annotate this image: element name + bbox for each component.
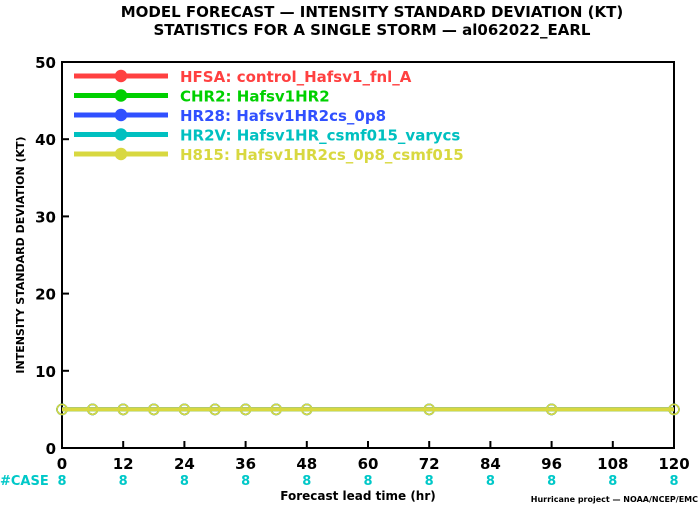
- x-tick-label: 24: [174, 455, 195, 473]
- legend-marker-5: [114, 147, 128, 161]
- series-point-5: [423, 403, 435, 416]
- series-point-5: [668, 403, 680, 416]
- x-tick-label: 72: [419, 455, 440, 473]
- case-count: 8: [608, 474, 617, 489]
- series-point-5: [270, 403, 282, 416]
- series-point-5: [239, 403, 252, 416]
- legend-marker-4: [114, 128, 128, 141]
- legend-label-5: H815: Hafsv1HR2cs_0p8_csmf015: [180, 146, 464, 164]
- legend-label-1: HFSA: control_Hafsv1_fnl_A: [180, 68, 412, 86]
- case-count: 8: [119, 474, 128, 489]
- series-point-5: [148, 403, 160, 416]
- case-count: 8: [241, 474, 250, 489]
- series-point-5: [209, 403, 221, 416]
- case-count: 8: [57, 474, 66, 489]
- case-count: 8: [425, 474, 434, 489]
- y-tick-label: 30: [35, 208, 56, 226]
- y-tick-label: 10: [35, 363, 56, 381]
- case-count: 8: [302, 474, 311, 489]
- case-count: 8: [180, 474, 189, 489]
- x-tick-label: 36: [235, 455, 256, 473]
- legend-label-2: CHR2: Hafsv1HR2: [180, 88, 330, 106]
- credit-text: Hurricane project — NOAA/NCEP/EMC: [531, 495, 698, 504]
- series-point-5: [117, 403, 129, 416]
- case-count: 8: [669, 474, 678, 489]
- legend-label-3: HR28: Hafsv1HR2cs_0p8: [180, 107, 386, 125]
- x-tick-label: 96: [541, 455, 562, 473]
- x-tick-label: 12: [113, 455, 134, 473]
- case-count: 8: [363, 474, 372, 489]
- x-axis-label: Forecast lead time (hr): [280, 489, 436, 503]
- series-point-5: [56, 403, 68, 416]
- x-tick-label: 108: [597, 455, 628, 473]
- x-tick-label: 48: [296, 455, 317, 473]
- series-point-5: [178, 403, 191, 416]
- series-layer: [56, 403, 680, 416]
- y-tick-label: 20: [35, 286, 56, 304]
- x-tick-label: 120: [658, 455, 689, 473]
- case-counts: 8 8 8 8 8 8 8 8 8 8 8: [57, 474, 678, 489]
- y-axis: 0 10 20 30 40 50: [35, 54, 69, 458]
- case-count: 8: [486, 474, 495, 489]
- y-tick-label: 0: [46, 440, 56, 458]
- series-point-5: [86, 403, 99, 416]
- series-point-5: [301, 403, 313, 416]
- legend-marker-1: [114, 69, 128, 83]
- chart-title: MODEL FORECAST — INTENSITY STANDARD DEVI…: [121, 3, 623, 21]
- x-tick-label: 0: [57, 455, 67, 473]
- y-tick-label: 40: [35, 131, 56, 149]
- x-tick-label: 84: [480, 455, 501, 473]
- x-tick-label: 60: [358, 455, 379, 473]
- series-point-5: [545, 403, 558, 416]
- x-axis: 0 12 24 36 48 60 72 84 96 108 120: [57, 441, 690, 473]
- legend-marker-3: [114, 108, 128, 122]
- case-count-label: #CASE: [0, 474, 49, 489]
- y-axis-label: INTENSITY STANDARD DEVIATION (KT): [14, 136, 27, 373]
- y-tick-label: 50: [35, 54, 56, 72]
- legend-label-4: HR2V: Hafsv1HR_csmf015_varycs: [180, 127, 460, 145]
- case-count: 8: [547, 474, 556, 489]
- legend-marker-2: [114, 89, 128, 102]
- legend: HFSA: control_Hafsv1_fnl_A CHR2: Hafsv1HR…: [74, 68, 464, 164]
- chart-subtitle: STATISTICS FOR A SINGLE STORM — al062022…: [154, 21, 591, 39]
